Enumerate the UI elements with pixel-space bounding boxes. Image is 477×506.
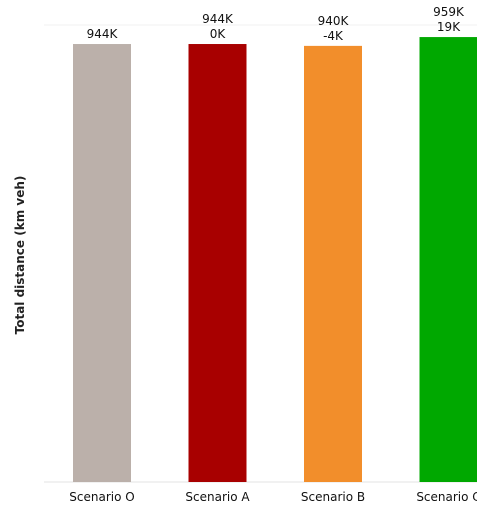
value-label: 959K xyxy=(433,5,465,19)
value-label: 940K xyxy=(318,14,350,28)
bar-scenario-b xyxy=(304,45,362,482)
bars-group xyxy=(73,37,477,483)
x-tick-label: Scenario A xyxy=(185,490,250,504)
delta-label: 0K xyxy=(210,27,227,41)
value-label: 944K xyxy=(87,27,119,41)
value-label: 944K xyxy=(202,12,234,26)
x-tick-label: Scenario C xyxy=(416,490,477,504)
bar-scenario-c xyxy=(419,37,477,483)
bar-scenario-o xyxy=(73,44,131,482)
bar-scenario-a xyxy=(188,44,247,482)
x-tick-label: Scenario B xyxy=(301,490,365,504)
x-tick-label: Scenario O xyxy=(69,490,134,504)
y-axis-label: Total distance (km veh) xyxy=(13,176,27,335)
delta-label: -4K xyxy=(323,29,344,43)
delta-label: 19K xyxy=(437,20,461,34)
x-tick-labels-group: Scenario O Scenario A Scenario B Scenario C xyxy=(69,490,477,504)
